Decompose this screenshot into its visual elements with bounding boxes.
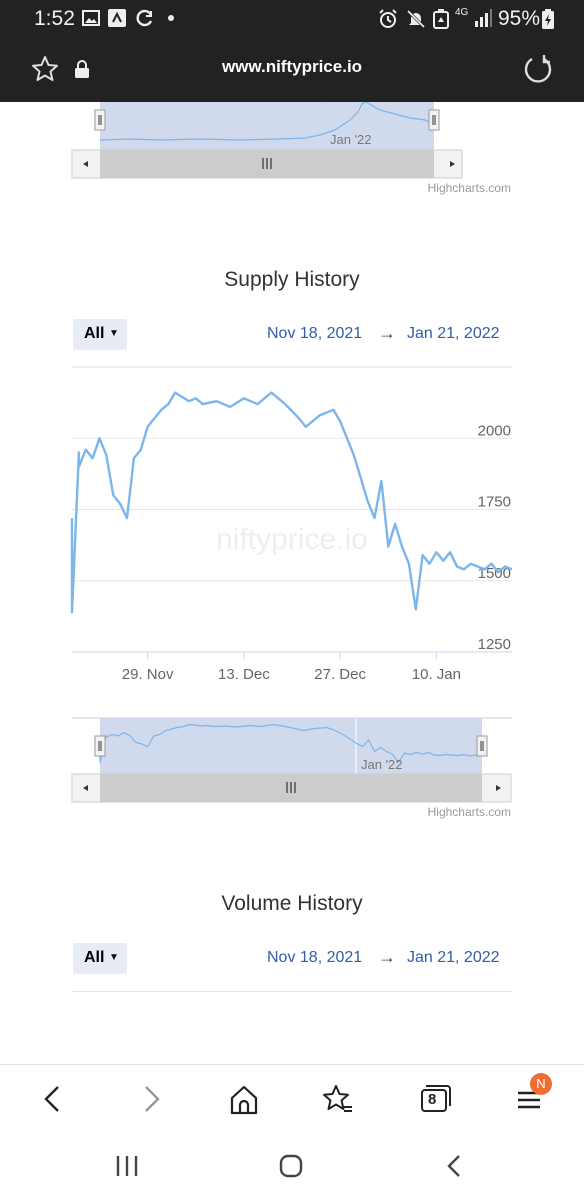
caret-down-icon: ▼ [109,952,119,963]
volume-from-date[interactable]: Nov 18, 2021 [267,949,363,966]
tabs-icon [421,1085,451,1112]
supply-from-date[interactable]: Nov 18, 2021 [267,325,363,342]
gallery-icon [82,10,100,26]
mute-icon [406,9,426,29]
supply-range-label: All [84,325,105,342]
reload-icon[interactable] [522,53,554,85]
lock-icon[interactable] [74,60,90,78]
supply-series-line[interactable] [70,391,513,614]
browser-toolbar: www.niftyprice.io [0,38,584,102]
bookmarks-icon[interactable] [318,1081,358,1117]
supply-chart[interactable]: niftyprice.io 29. Nov 13. Dec 27. Dec 10. J… [0,352,584,822]
volume-chart-title: Volume History [221,892,363,915]
supply-navigator-handle-right[interactable] [476,735,488,757]
supply-x-tick-label: 29. Nov [122,666,174,683]
battery-icon [542,9,554,29]
supply-x-axis: 29. Nov 13. Dec 27. Dec 10. Jan [122,652,461,683]
status-time: 1:52 [34,7,75,30]
system-back-icon[interactable] [444,1154,464,1178]
recycle-icon [433,9,449,29]
volume-range-label: All [84,949,105,966]
supply-scrollbar-right-arrow[interactable] [496,785,501,791]
tabs-count: 8 [428,1091,437,1108]
top-navigator: Jan '22 [71,102,463,179]
volume-range-arrow: → [378,947,396,967]
url-text[interactable]: www.niftyprice.io [221,57,363,76]
sync-icon [136,9,153,27]
supply-navigator-handle-left[interactable] [94,735,106,757]
alarm-icon [379,9,397,28]
system-nav-bar [0,1134,584,1200]
supply-chart-title: Supply History [224,268,360,291]
star-icon[interactable] [30,54,60,84]
volume-range-button[interactable]: All ▼ [73,943,127,974]
supply-navigator-selection[interactable] [100,718,482,774]
volume-chart-top-gridline [72,991,512,992]
top-navigator-series [99,102,435,141]
battery-percent: 95% [498,7,541,30]
recents-icon[interactable] [114,1154,140,1178]
supply-x-tick-label: 13. Dec [218,666,270,683]
page-content: Jan '22 Highcharts.com Supply History Al… [0,102,584,1064]
home-icon[interactable] [224,1081,264,1117]
top-scrollbar-right-arrow[interactable] [450,161,455,167]
app-icon [108,9,126,27]
top-navigator-handle-right[interactable] [428,109,440,131]
supply-to-date[interactable]: Jan 21, 2022 [407,325,500,342]
supply-credits[interactable]: Highcharts.com [427,805,511,819]
top-navigator-handle-left[interactable] [94,109,106,131]
supply-x-tick-label: 10. Jan [412,666,461,683]
supply-scrollbar-grip [286,782,296,793]
supply-y-tick-label: 1250 [478,636,511,653]
top-scrollbar-grip [262,158,272,169]
top-navigator-selection[interactable] [100,102,434,150]
caret-down-icon: ▼ [109,328,119,339]
signal-icon [475,9,492,27]
dot-icon [168,15,174,21]
supply-scrollbar-left-arrow[interactable] [83,785,88,791]
menu-badge: N [530,1073,552,1095]
supply-y-tick-label: 2000 [478,422,511,439]
supply-navigator-series [99,723,483,764]
network-type: 4G [455,7,469,18]
tabs-button[interactable]: 8 [414,1081,454,1117]
supply-watermark: niftyprice.io [216,523,368,556]
supply-x-tick-label: 27. Dec [314,666,366,683]
browser-bottom-nav: 8 N [0,1064,584,1134]
volume-to-date[interactable]: Jan 21, 2022 [407,949,500,966]
home-circle-icon[interactable] [278,1154,304,1178]
forward-icon[interactable] [130,1081,170,1117]
top-scrollbar-left-arrow[interactable] [83,161,88,167]
supply-range-button[interactable]: All ▼ [73,319,127,350]
top-navigator-tick: Jan '22 [330,132,372,147]
top-credits[interactable]: Highcharts.com [427,181,511,195]
supply-range-arrow: → [378,323,396,343]
supply-y-tick-label: 1750 [478,494,511,511]
back-icon[interactable] [34,1081,74,1117]
status-bar: 1:52 4G 95% [0,0,584,38]
supply-navigator-tick: Jan '22 [361,757,403,772]
